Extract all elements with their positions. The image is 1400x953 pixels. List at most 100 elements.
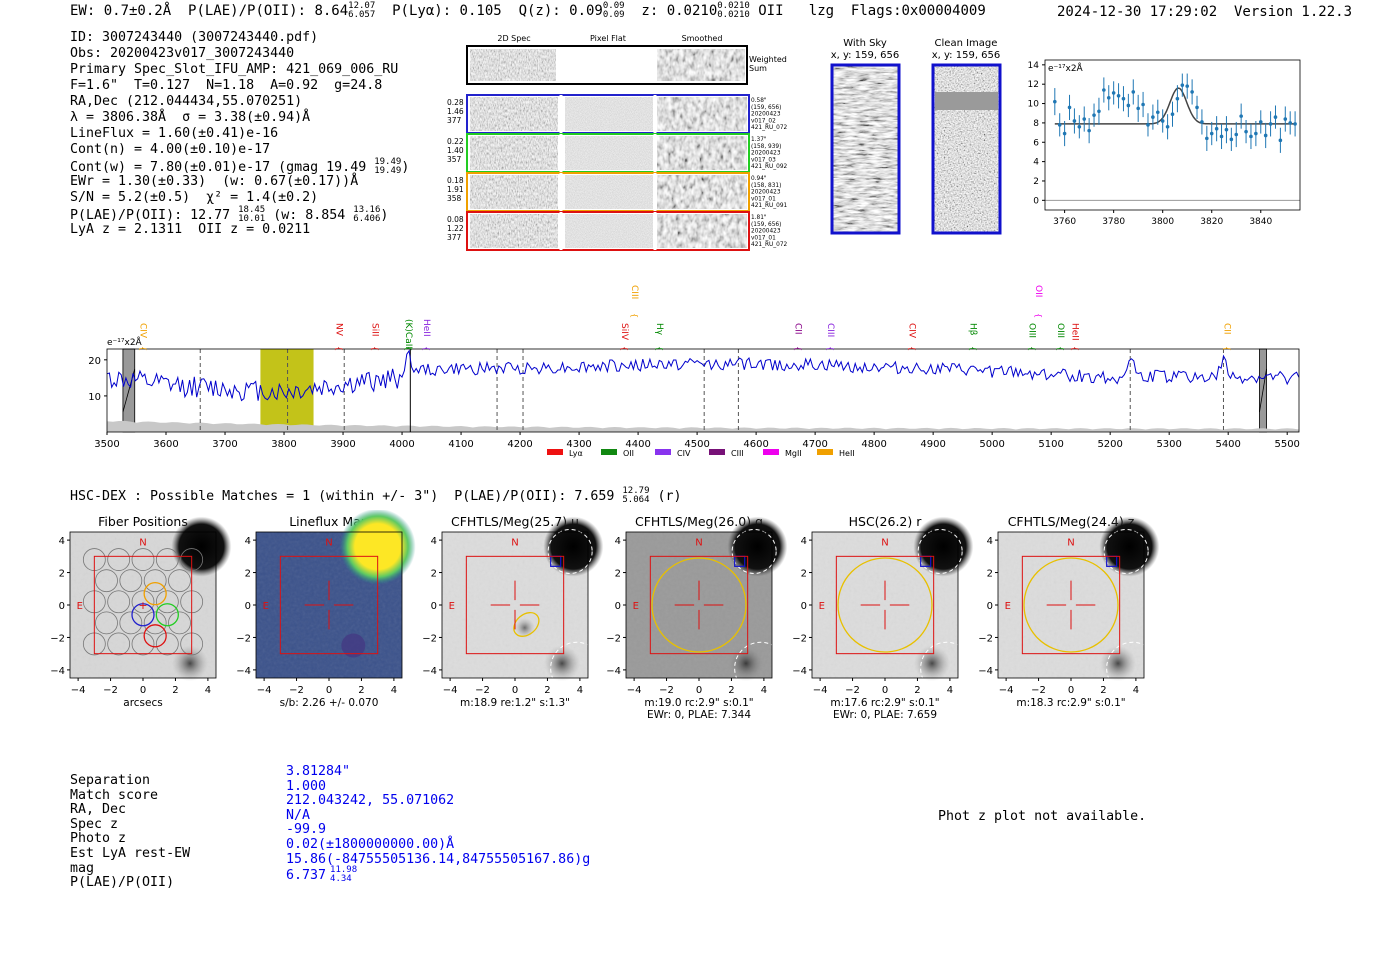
- x-tick-label: 3780: [1102, 217, 1125, 227]
- line-marker-brace: {: [139, 346, 148, 351]
- weighted-sum-2dspec: [470, 49, 556, 81]
- spec-row-pixelflat: [565, 214, 653, 248]
- with-sky-title: With Sky: [843, 38, 887, 49]
- faint-source: [514, 617, 535, 638]
- spec-row-right-label: 0.94": [751, 176, 767, 182]
- spec-row-right-label: 421_RU_091: [751, 203, 788, 209]
- data-point: [1062, 131, 1067, 136]
- match-label: Separation: [70, 773, 151, 788]
- match-label: Match score: [70, 787, 159, 803]
- fiber-circle: [131, 548, 155, 571]
- line-marker-brace: {: [1034, 313, 1043, 318]
- line-marker-brace: {: [655, 346, 664, 351]
- data-point: [1116, 94, 1121, 98]
- x-tick-label: 3840: [1249, 217, 1272, 227]
- data-point: [1268, 122, 1273, 126]
- north-label: N: [695, 538, 702, 549]
- spec-row-2dspec: [470, 97, 558, 131]
- data-point: [1057, 123, 1062, 127]
- line-marker-brace: {: [620, 346, 629, 351]
- data-point: [1053, 99, 1057, 104]
- data-point: [1229, 137, 1234, 142]
- search-box: [279, 555, 379, 655]
- data-point: [1151, 115, 1155, 119]
- y-tick-label: −4: [792, 666, 807, 677]
- with-sky-image: [832, 65, 899, 233]
- header-z: z: 0.0210: [641, 3, 718, 19]
- x-tick-label: 3800: [271, 439, 296, 450]
- y-tick-label: −4: [422, 666, 437, 677]
- info-radec: RA,Dec (212.044434,55.070251): [70, 94, 303, 109]
- data-point: [1209, 131, 1214, 136]
- spec-row-pixelflat: [565, 97, 653, 131]
- sky-graphic: With Sky x, y: 159, 656 Clean Image x, y…: [830, 38, 1002, 235]
- legend-swatch: [763, 449, 779, 455]
- x-tick-label: 4600: [743, 439, 768, 450]
- zoom-axes-frame: [1044, 59, 1301, 211]
- fiber-circle: [143, 611, 167, 635]
- y-tick-label: 10: [1028, 100, 1040, 110]
- spec-row-smoothed: [657, 175, 747, 209]
- faint-source: [1100, 645, 1137, 682]
- match-label: P(LAE)/P(OII): [70, 875, 175, 891]
- data-point: [1224, 127, 1229, 132]
- col-header-pixelflat: Pixel Flat: [590, 34, 626, 43]
- cutout-graphics: Fiber Positions+NE−4−4−2−2002244arcsecsL…: [50, 508, 1160, 721]
- x-tick-label: −2: [845, 685, 860, 696]
- match-value: N/A: [286, 807, 311, 823]
- spec-row-right-label: (158, 831): [751, 183, 781, 189]
- with-sky-frame: [830, 63, 901, 235]
- clean-image-xy: x, y: 159, 656: [932, 50, 1001, 61]
- data-point: [1131, 90, 1136, 94]
- y-tick-label: 0: [59, 601, 65, 612]
- y-tick-label: −2: [236, 633, 251, 644]
- data-point: [1126, 103, 1131, 108]
- header-plae-range: 12.07 6.057: [348, 1, 376, 20]
- data-point: [1155, 110, 1160, 115]
- line-marker-label: CII: [1222, 323, 1232, 335]
- x-tick-label: 2: [1100, 685, 1106, 696]
- x-tick-label: −2: [289, 685, 304, 696]
- line-marker-label: CIV: [907, 323, 917, 339]
- match-value: 6.737 11.98 4.34: [286, 865, 358, 885]
- y-tick-label: 0: [1033, 196, 1039, 206]
- line-marker-label: (K)CaII: [403, 319, 413, 349]
- y-tick-label: −4: [50, 666, 65, 677]
- cutout-row: Fiber Positions + N E −4 −4 −2 −2 0 0 2 2 4 4 arcsecs L…: [0, 508, 1400, 725]
- legend-swatch: [817, 449, 833, 455]
- data-point: [1234, 132, 1239, 137]
- east-label: E: [1005, 601, 1011, 612]
- spec-row-right-label: 421_RU_092: [751, 164, 788, 170]
- y-tick-label: −2: [978, 633, 993, 644]
- data-point: [1283, 117, 1288, 121]
- spec-row-pixelflat: [565, 175, 653, 209]
- x-tick-label: −2: [659, 685, 674, 696]
- faint-source: [172, 645, 209, 682]
- north-label: N: [881, 538, 888, 549]
- clean-image: [933, 65, 1000, 233]
- center-marker: +: [138, 599, 147, 612]
- y-tick-label: −2: [422, 633, 437, 644]
- y-tick-label: 12: [1028, 80, 1039, 90]
- line-marker-brace: {: [1027, 346, 1036, 351]
- y-tick-label: 10: [88, 392, 101, 403]
- info-id: ID: 3007243440 (3007243440.pdf): [70, 30, 319, 45]
- header-flags: OII lzg Flags:0x00004009: [758, 3, 986, 19]
- faint-source: [914, 645, 951, 682]
- hsc-dex-summary: HSC-DEX : Possible Matches = 1 (within +…: [70, 486, 682, 505]
- line-marker-label: CIV: [138, 323, 148, 339]
- info-obs: Obs: 20200423v017_3007243440: [70, 46, 295, 61]
- x-tick-label: 4300: [566, 439, 591, 450]
- y-tick-label: −2: [50, 633, 65, 644]
- x-tick-label: 5300: [1156, 439, 1181, 450]
- data-point: [1258, 120, 1263, 124]
- selected-fiber: [155, 603, 179, 627]
- x-tick-label: −4: [813, 685, 828, 696]
- legend-label: HeII: [839, 449, 855, 458]
- spec-row-left-label: 358: [447, 194, 462, 203]
- y-tick-label: −4: [236, 666, 251, 677]
- x-tick-label: 0: [140, 685, 146, 696]
- fiber-circle: [168, 569, 191, 593]
- clean-image-title: Clean Image: [935, 38, 998, 49]
- match-ellipse: [1106, 641, 1160, 695]
